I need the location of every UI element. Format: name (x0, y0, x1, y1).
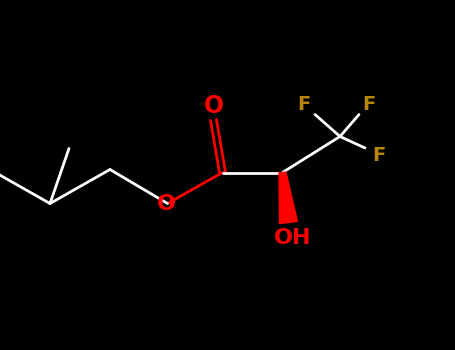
Text: OH: OH (274, 229, 311, 248)
Text: O: O (157, 194, 176, 214)
Polygon shape (279, 172, 298, 224)
Text: F: F (372, 146, 386, 164)
Text: O: O (203, 94, 223, 118)
Text: F: F (362, 95, 376, 114)
Text: F: F (298, 95, 311, 114)
